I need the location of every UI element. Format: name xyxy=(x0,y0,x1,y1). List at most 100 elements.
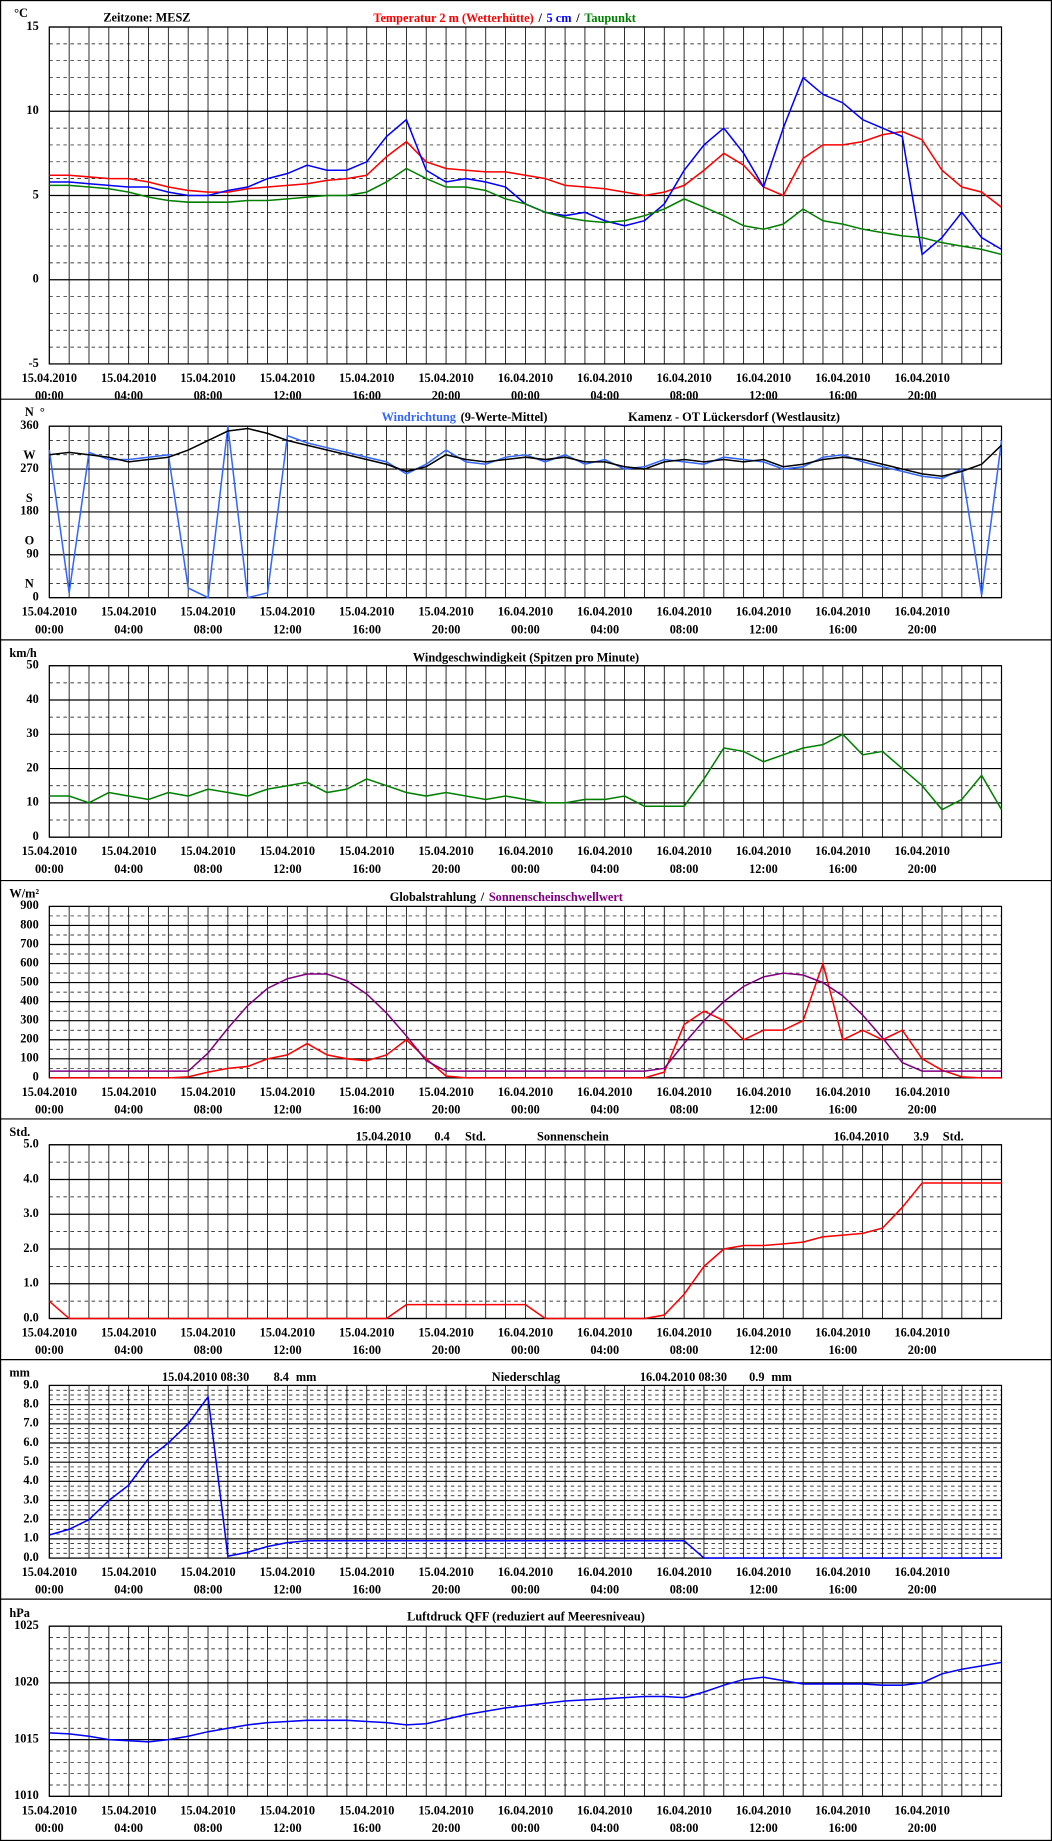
x-tick-date: 16.04.2010 xyxy=(736,371,791,385)
y-tick-label: -5 xyxy=(28,356,38,370)
total-value: 0.9 xyxy=(749,1370,764,1384)
x-tick-label: 16:00 xyxy=(828,389,857,403)
x-tick-label: 00:00 xyxy=(35,1583,64,1597)
x-tick-date: 16.04.2010 xyxy=(498,844,553,858)
x-tick-label: 20:00 xyxy=(432,1821,461,1835)
x-tick-label: 08:00 xyxy=(194,1343,223,1357)
x-tick-date: 16.04.2010 xyxy=(736,1565,791,1579)
x-tick-date: 16.04.2010 xyxy=(656,1326,711,1340)
y-tick-label: 0.0 xyxy=(23,1550,38,1564)
note: Zeitzone: MESZ xyxy=(103,11,190,25)
y-tick-label: 1.0 xyxy=(23,1276,38,1290)
x-tick-date: 15.04.2010 xyxy=(260,605,315,619)
x-tick-date: 16.04.2010 xyxy=(894,1085,949,1099)
plot-frame xyxy=(48,1144,1003,1320)
x-tick-label: 12:00 xyxy=(273,862,302,876)
chart-title: Sonnenschein xyxy=(537,1130,609,1144)
x-tick-date: 15.04.2010 xyxy=(101,371,156,385)
y-tick-label: 2.0 xyxy=(23,1512,38,1526)
compass-label: N xyxy=(25,577,34,591)
y-tick-label: 6.0 xyxy=(23,1435,38,1449)
x-tick-label: 20:00 xyxy=(908,1103,937,1117)
x-tick-label: 00:00 xyxy=(35,389,64,403)
x-tick-date: 16.04.2010 xyxy=(894,371,949,385)
x-tick-label: 08:00 xyxy=(670,1821,699,1835)
x-tick-label: 00:00 xyxy=(511,389,540,403)
x-tick-label: 08:00 xyxy=(670,1103,699,1117)
x-tick-date: 16.04.2010 xyxy=(498,371,553,385)
x-tick-date: 15.04.2010 xyxy=(418,1803,473,1817)
data-line xyxy=(49,972,1002,1072)
x-tick-label: 20:00 xyxy=(908,862,937,876)
x-tick-label: 12:00 xyxy=(749,1103,778,1117)
x-tick-label: 00:00 xyxy=(511,1343,540,1357)
x-tick-date: 16.04.2010 xyxy=(736,844,791,858)
x-tick-date: 16.04.2010 xyxy=(656,605,711,619)
x-tick-date: 15.04.2010 xyxy=(418,1326,473,1340)
x-tick-date: 16.04.2010 xyxy=(894,844,949,858)
x-tick-label: 12:00 xyxy=(749,1583,778,1597)
unit-label: Std. xyxy=(9,1125,30,1139)
x-tick-date: 16.04.2010 xyxy=(577,371,632,385)
x-tick-date: 15.04.2010 xyxy=(180,1565,235,1579)
x-tick-date: 16.04.2010 xyxy=(656,1085,711,1099)
y-tick-label: 30 xyxy=(26,726,38,740)
x-tick-date: 16.04.2010 xyxy=(656,844,711,858)
x-tick-label: 04:00 xyxy=(114,1821,143,1835)
data-line xyxy=(49,1661,1002,1743)
data-line xyxy=(49,130,1002,208)
x-tick-label: 12:00 xyxy=(749,1821,778,1835)
y-tick-label: 20 xyxy=(26,760,38,774)
legend: Windrichtung (9-Werte-Mittel) xyxy=(382,410,548,424)
x-tick-date: 15.04.2010 xyxy=(22,1565,77,1579)
legend-separator: / xyxy=(480,890,485,904)
x-tick-label: 12:00 xyxy=(749,1343,778,1357)
x-tick-label: 20:00 xyxy=(908,1821,937,1835)
x-tick-date: 15.04.2010 xyxy=(180,605,235,619)
unit-label: mm xyxy=(9,1366,30,1380)
x-tick-date: 16.04.2010 xyxy=(815,1326,870,1340)
legend: Globalstrahlung / Sonnenscheinschwellwert xyxy=(390,890,624,904)
data-line xyxy=(48,1182,1002,1320)
x-tick-label: 00:00 xyxy=(35,1103,64,1117)
legend-entry: Taupunkt xyxy=(584,11,636,25)
x-tick-date: 16.04.2010 xyxy=(815,1803,870,1817)
x-tick-date: 15.04.2010 xyxy=(101,1565,156,1579)
x-tick-date: 16.04.2010 xyxy=(656,371,711,385)
chart-title: Luftdruck QFF (reduziert auf Meeresnivea… xyxy=(407,1610,645,1624)
x-tick-date: 15.04.2010 xyxy=(260,1085,315,1099)
y-tick-label: 180 xyxy=(20,504,38,518)
x-tick-date: 15.04.2010 xyxy=(418,605,473,619)
x-tick-label: 04:00 xyxy=(590,1343,619,1357)
x-tick-label: 12:00 xyxy=(273,389,302,403)
legend-entry: Sonnenscheinschwellwert xyxy=(489,890,624,904)
total-date: 15.04.2010 xyxy=(356,1130,411,1144)
legend-entry: Windrichtung xyxy=(382,410,457,424)
unit-label: km/h xyxy=(9,646,37,660)
x-tick-label: 00:00 xyxy=(511,1103,540,1117)
data-line xyxy=(49,1394,1002,1559)
x-tick-label: 16:00 xyxy=(828,1343,857,1357)
total-unit: Std. xyxy=(943,1130,964,1144)
x-tick-label: 16:00 xyxy=(352,1821,381,1835)
x-tick-date: 16.04.2010 xyxy=(577,605,632,619)
x-tick-date: 16.04.2010 xyxy=(498,1565,553,1579)
x-tick-label: 08:00 xyxy=(194,1583,223,1597)
x-tick-date: 15.04.2010 xyxy=(339,371,394,385)
y-tick-label: 5 xyxy=(33,187,39,201)
legend-entry: Temperatur 2 m (Wetterhütte) xyxy=(373,11,533,25)
x-tick-date: 16.04.2010 xyxy=(815,1565,870,1579)
x-tick-date: 16.04.2010 xyxy=(577,1565,632,1579)
x-tick-date: 15.04.2010 xyxy=(101,1326,156,1340)
x-tick-label: 12:00 xyxy=(273,1821,302,1835)
x-tick-date: 16.04.2010 xyxy=(894,605,949,619)
plot-frame xyxy=(48,26,1003,365)
plot-frame xyxy=(48,665,1003,838)
legend-separator: / xyxy=(537,11,542,25)
y-tick-label: 5.0 xyxy=(23,1137,38,1151)
x-tick-label: 20:00 xyxy=(432,1103,461,1117)
x-tick-label: 08:00 xyxy=(194,1821,223,1835)
x-tick-label: 08:00 xyxy=(670,622,699,636)
x-tick-label: 04:00 xyxy=(590,1821,619,1835)
x-tick-label: 16:00 xyxy=(828,622,857,636)
